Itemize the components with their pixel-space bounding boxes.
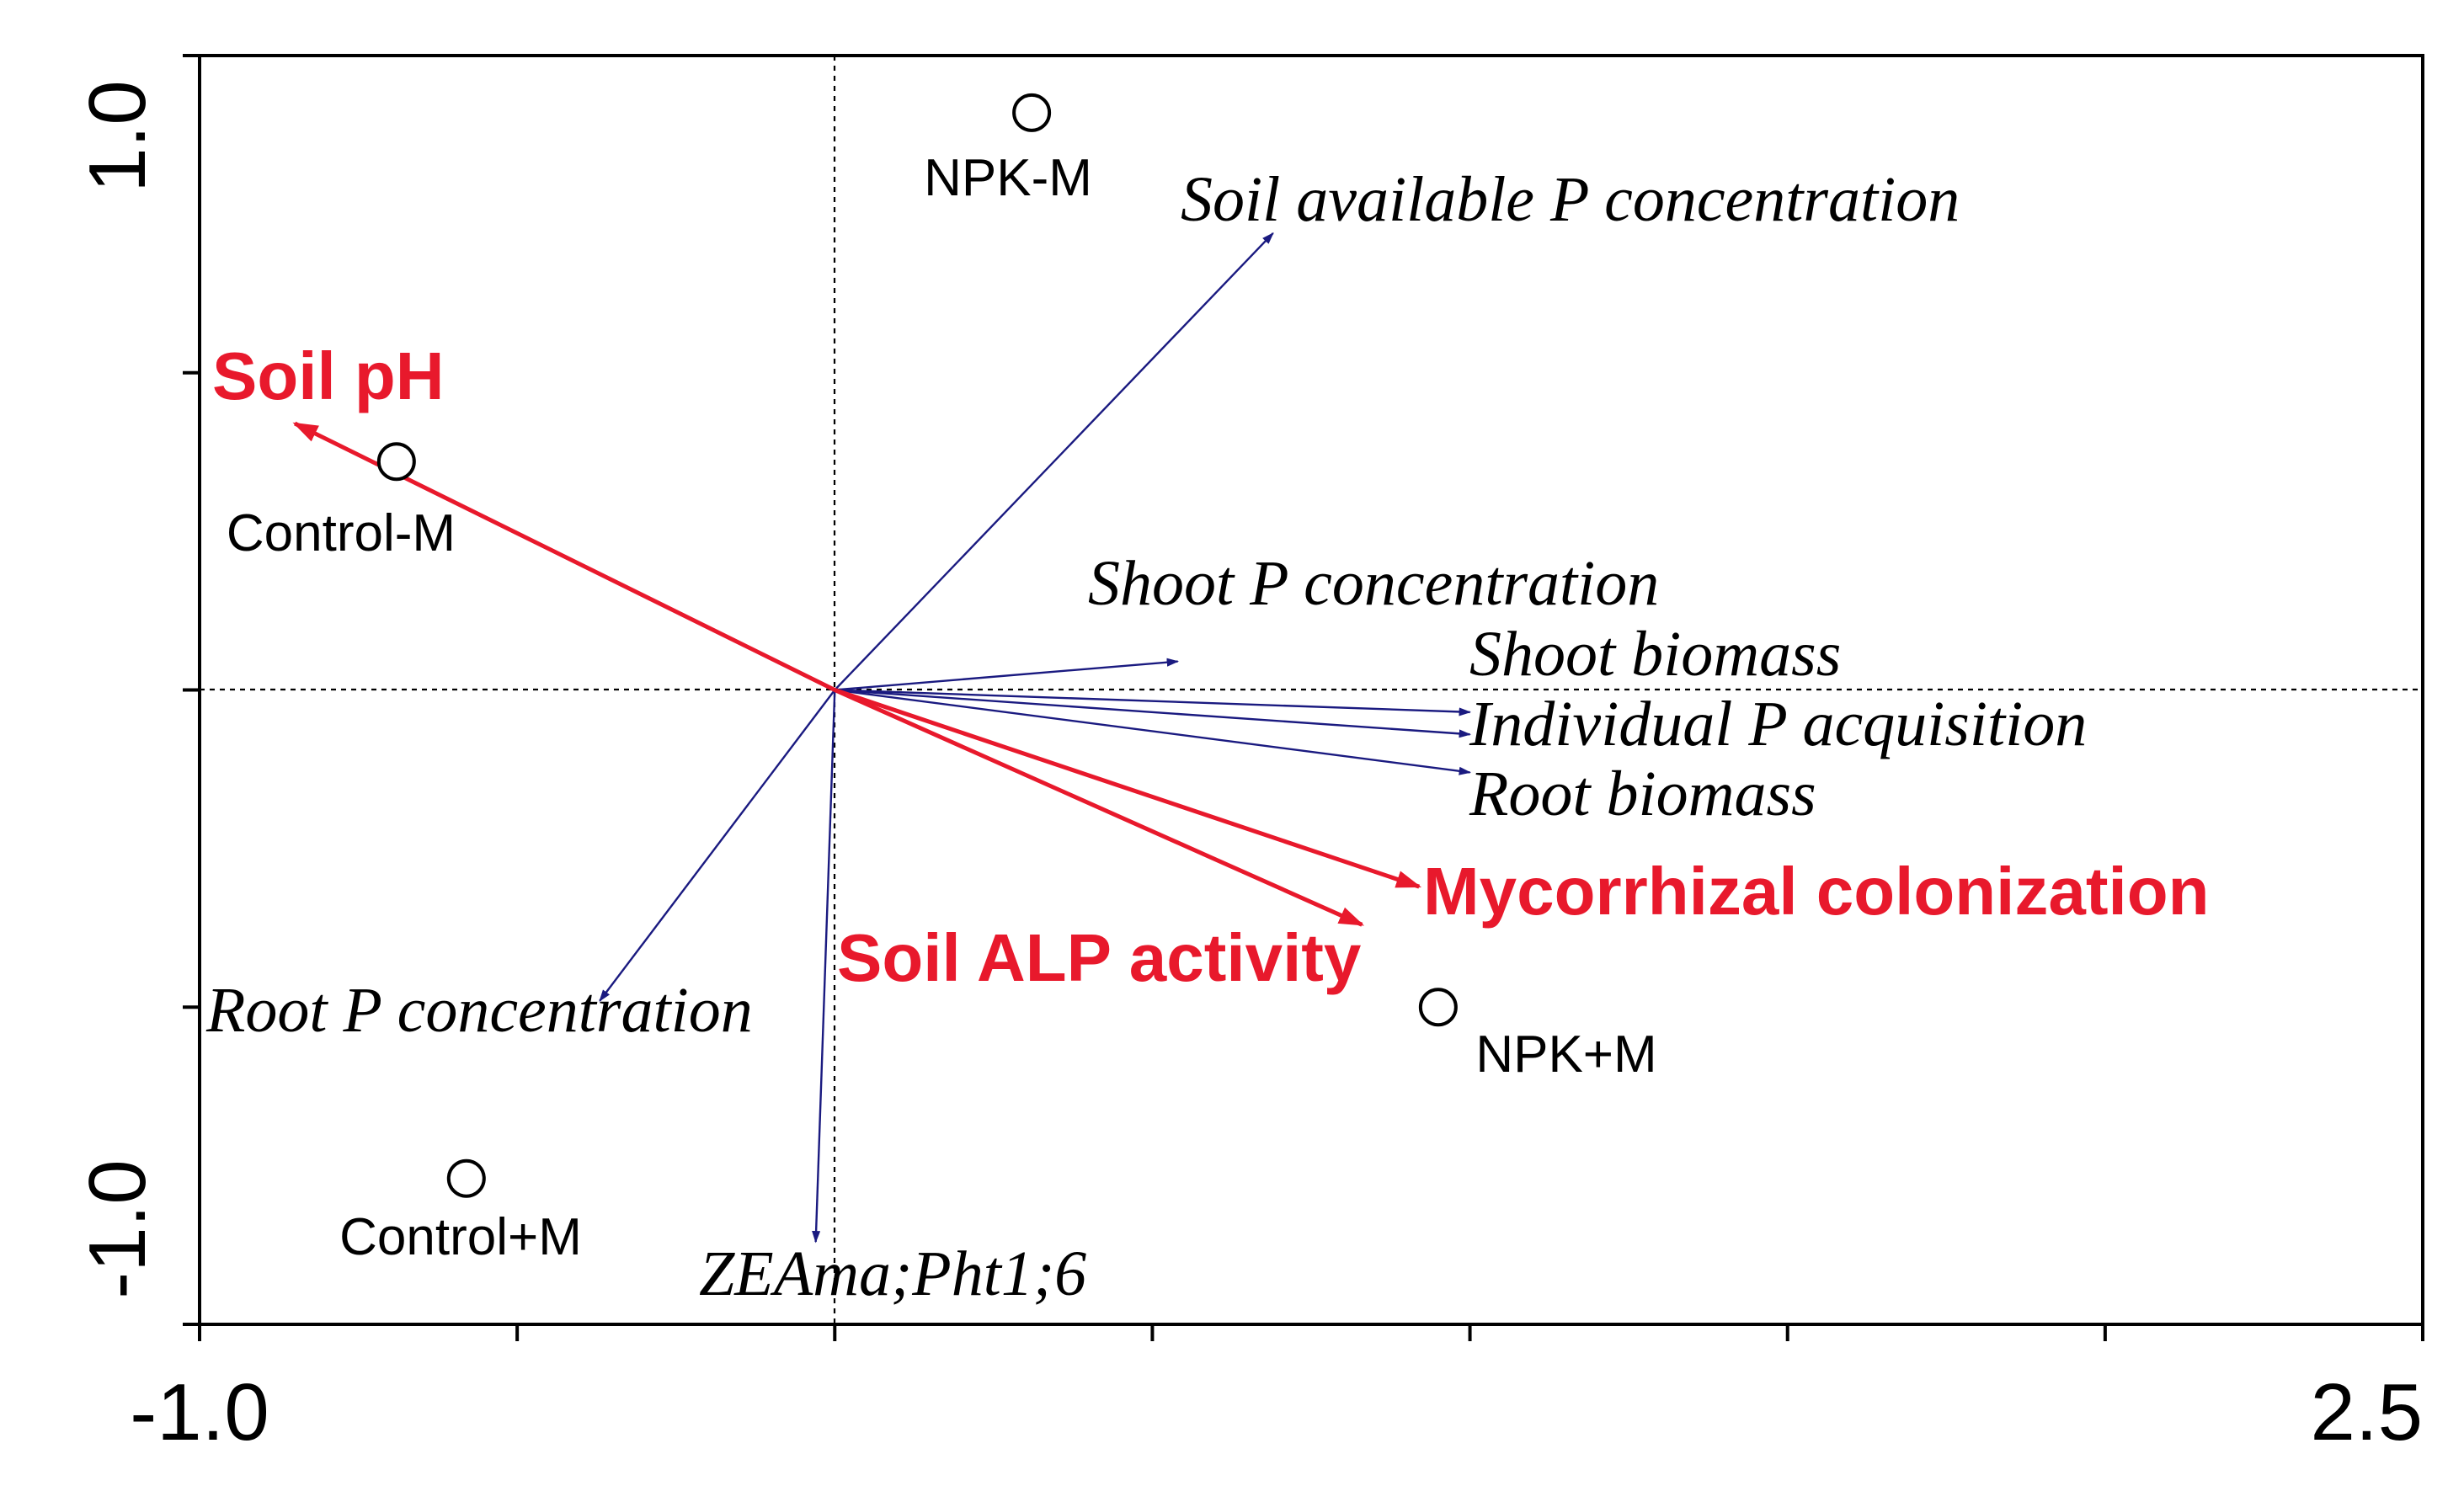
sample-label-npk-m: NPK-M (924, 149, 1092, 207)
response-arrow-individual-p-acquisition (835, 689, 1472, 738)
x-tick-label-min: -1.0 (130, 1367, 269, 1457)
explanatory-vectors: Soil pH Mycorrhizal colonization Soil ALP … (212, 338, 2209, 995)
explanatory-label-mycorrhizal-colonization: Mycorrhizal colonization (1423, 854, 2209, 929)
response-arrow-shoot-biomass (835, 689, 1472, 716)
response-arrow-root-biomass (835, 689, 1471, 775)
y-tick-label-min: -1.0 (72, 1159, 163, 1298)
sample-label-control-m: Control+M (339, 1208, 582, 1266)
response-label-soil-available-p-concentration: Soil available P concentration (1181, 164, 1960, 235)
sample-point-control-m (446, 1158, 486, 1198)
response-arrow-soil-available-p-concentration (834, 232, 1274, 691)
explanatory-arrow-mycorrhizal-colonization (834, 688, 1422, 889)
response-label-shoot-biomass: Shoot biomass (1469, 619, 1841, 690)
response-label-root-biomass: Root biomass (1469, 759, 1816, 829)
y-tick-label-max: 1.0 (72, 80, 163, 192)
axis-ticks (183, 54, 2424, 1341)
response-label-shoot-p-concentration: Shoot P concentration (1088, 548, 1659, 619)
response-label-individual-p-acquisition: Individual P acquisition (1469, 689, 2087, 759)
response-label-zeama-pht1-6: ZEAma;Pht1;6 (699, 1238, 1086, 1309)
sample-label-npk-m: NPK+M (1475, 1025, 1656, 1084)
response-vectors: Soil available P concentration Shoot P co… (205, 164, 2087, 1309)
explanatory-arrow-soil-alp-activity (834, 688, 1365, 927)
sample-point-npk-m (1418, 988, 1458, 1027)
explanatory-label-soil-alp-activity: Soil ALP activity (837, 920, 1362, 995)
sample-point-control-m (376, 442, 416, 482)
sample-points: NPK-M Control-M NPK+M Control+M (227, 93, 1657, 1266)
response-label-root-p-concentration: Root P concentration (205, 975, 753, 1046)
explanatory-label-soil-ph: Soil pH (212, 338, 445, 413)
response-arrow-zeama-pht1-6 (812, 690, 836, 1244)
x-tick-label-max: 2.5 (2311, 1367, 2423, 1457)
sample-point-npk-m (1012, 93, 1052, 132)
sample-label-control-m: Control-M (227, 504, 456, 562)
response-arrow-shoot-p-concentration (835, 658, 1180, 691)
response-arrow-root-p-concentration (599, 689, 836, 1002)
